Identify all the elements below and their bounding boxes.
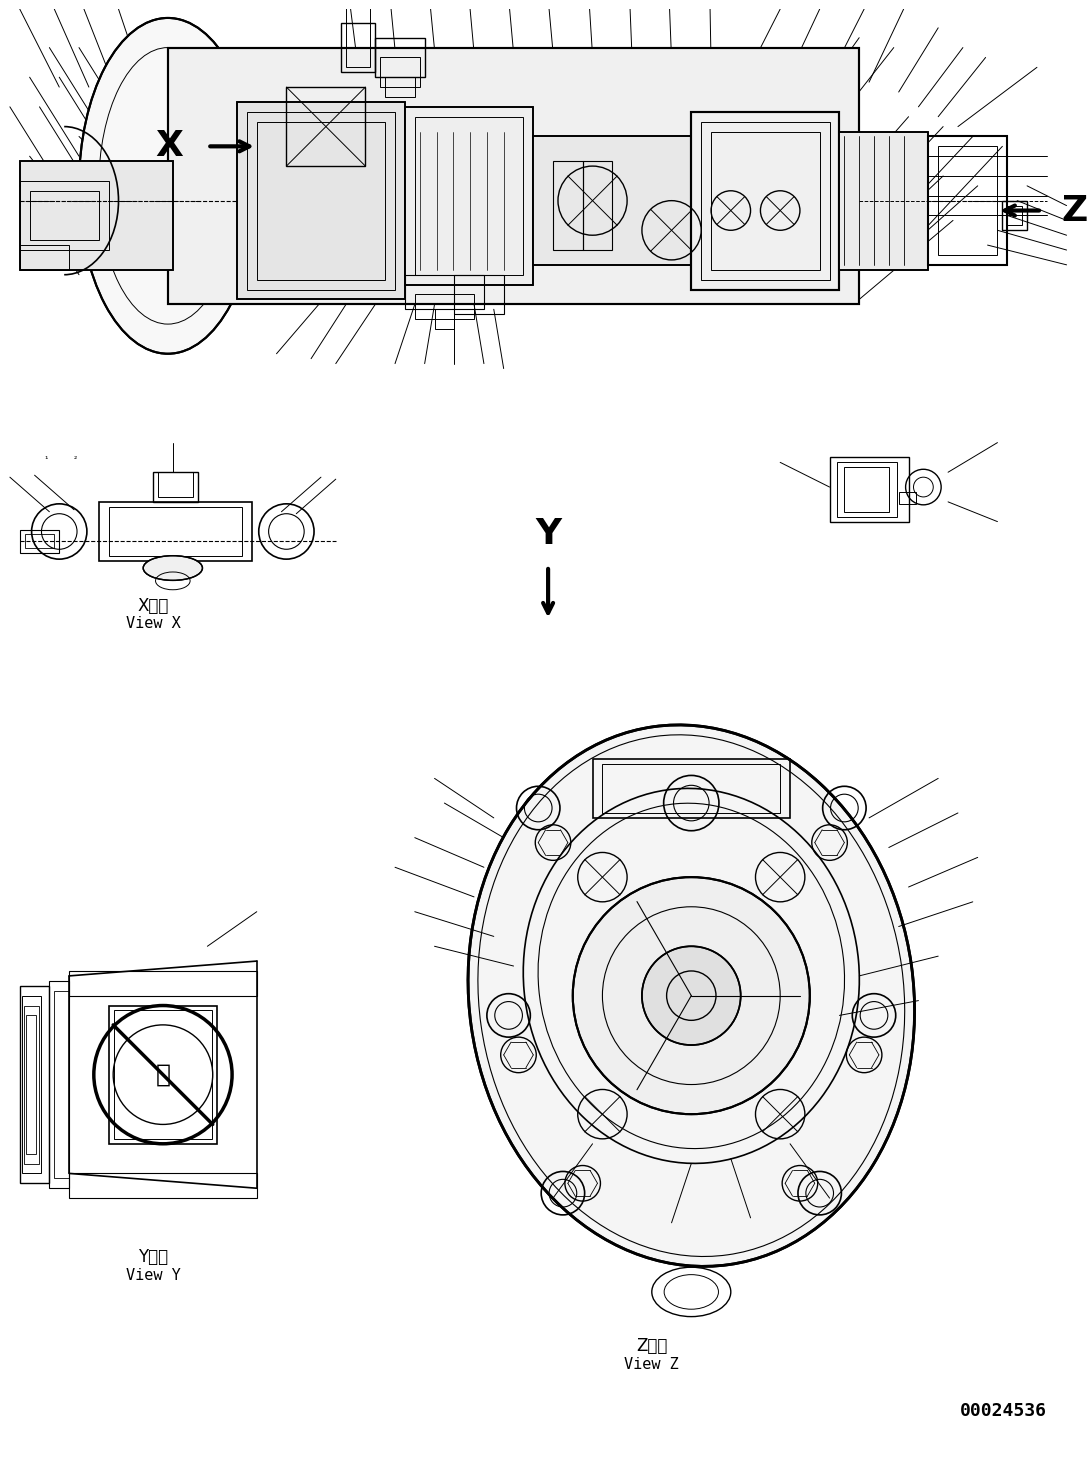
Bar [701, 121, 829, 280]
Bar [237, 102, 405, 299]
Text: X　視: X 視 [137, 597, 169, 614]
Bar [99, 502, 251, 562]
Circle shape [642, 947, 741, 1045]
Bar [113, 1011, 212, 1139]
Bar [838, 463, 897, 516]
Text: 00024536: 00024536 [960, 1402, 1047, 1420]
Bar [54, 991, 70, 1179]
Bar [20, 160, 173, 270]
Bar [153, 473, 198, 502]
Bar [25, 534, 54, 549]
Bar [20, 530, 59, 553]
Bar [20, 245, 70, 270]
Text: Y: Y [535, 518, 561, 552]
Text: View Z: View Z [625, 1357, 679, 1371]
Text: Z　視: Z 視 [636, 1338, 667, 1355]
Bar [346, 9, 370, 67]
Text: View Y: View Y [126, 1268, 181, 1282]
Bar [109, 1005, 218, 1144]
Bar [24, 1005, 38, 1163]
Bar [341, 23, 375, 73]
Bar [405, 107, 533, 285]
Bar [840, 131, 928, 270]
Bar [286, 88, 366, 166]
Bar [20, 160, 173, 270]
Ellipse shape [468, 725, 915, 1266]
Bar [928, 137, 1007, 266]
Ellipse shape [144, 556, 202, 581]
Bar [1007, 206, 1022, 225]
Bar [583, 160, 613, 249]
Bar [257, 121, 385, 280]
Bar [603, 763, 780, 813]
Text: ¹: ¹ [45, 455, 48, 464]
Bar [247, 112, 395, 289]
Bar [237, 102, 405, 299]
Bar [593, 759, 790, 818]
Bar [533, 137, 691, 266]
Bar [553, 160, 583, 249]
Ellipse shape [79, 18, 257, 353]
Bar [158, 473, 193, 498]
Bar [405, 107, 533, 285]
Text: View X: View X [126, 616, 181, 630]
Bar [20, 181, 109, 249]
Text: Z: Z [1062, 194, 1088, 228]
Bar [20, 986, 49, 1183]
Bar [26, 1015, 36, 1154]
Bar [829, 458, 908, 522]
Bar [168, 48, 860, 305]
Bar [415, 295, 474, 320]
Bar [375, 38, 424, 77]
Text: Y　視: Y 視 [138, 1249, 169, 1266]
Bar [899, 492, 916, 503]
Bar [691, 112, 840, 289]
Bar [691, 112, 840, 289]
Bar [938, 146, 998, 255]
Bar [109, 506, 242, 556]
Bar [168, 48, 860, 305]
Bar [844, 467, 889, 512]
Bar [380, 57, 420, 88]
Text: 🔧: 🔧 [156, 1062, 171, 1087]
Bar [385, 77, 415, 96]
Bar [405, 274, 484, 309]
Bar [712, 131, 819, 270]
Bar [533, 137, 691, 266]
Bar [434, 309, 455, 330]
Bar [49, 980, 70, 1188]
Bar [22, 995, 41, 1173]
Bar [29, 191, 99, 241]
Bar [455, 274, 504, 314]
Bar [70, 1173, 257, 1198]
Text: X: X [154, 130, 183, 163]
Circle shape [572, 877, 809, 1115]
Bar [415, 117, 523, 274]
Bar [840, 131, 928, 270]
Bar [1002, 201, 1027, 231]
Text: ²: ² [74, 455, 77, 464]
Bar [70, 970, 257, 995]
